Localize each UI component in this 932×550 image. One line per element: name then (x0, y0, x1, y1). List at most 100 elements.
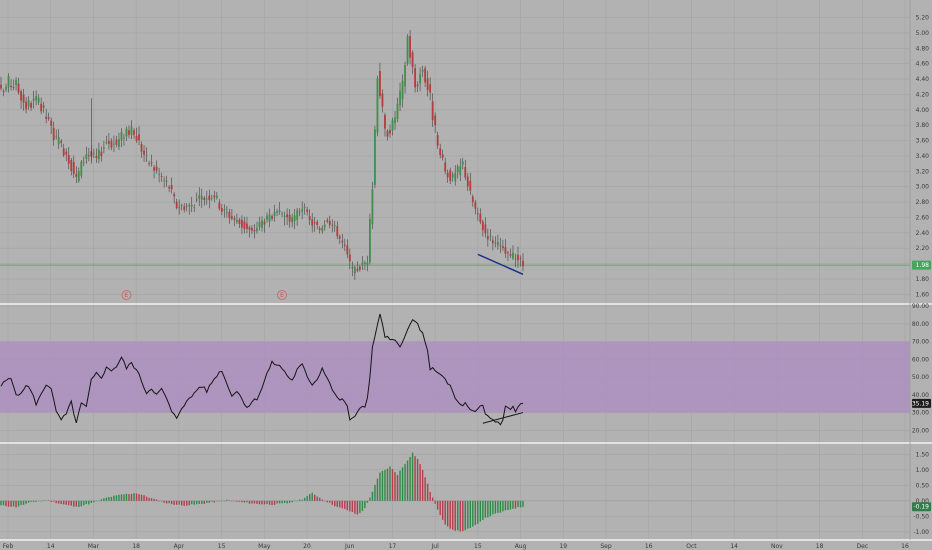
histogram-bar (261, 500, 263, 505)
histogram-bar (128, 494, 130, 501)
candle-body (429, 84, 432, 93)
time-tick-label: 16 (645, 543, 653, 550)
histogram-axis: 1.50 1.00 0.50 0.00 -0.50 -1.00 (913, 451, 929, 536)
candle-body (251, 227, 253, 231)
candle-body (210, 198, 213, 200)
price-tick-label: 2.40 (916, 230, 930, 237)
histogram-bar (218, 500, 221, 502)
candle-body (150, 162, 153, 164)
candle-body (281, 213, 283, 215)
histogram-bar (20, 500, 22, 506)
earnings-marker[interactable] (121, 290, 132, 300)
histogram-bar (15, 500, 17, 508)
histogram-bar (203, 500, 205, 504)
histogram-bar (359, 500, 361, 513)
candle-body (108, 141, 110, 144)
candle-body (125, 128, 128, 137)
time-tick-label: Nov (771, 543, 783, 550)
candle-body (479, 213, 482, 223)
rsi-line (0, 313, 524, 426)
histogram-bar (489, 500, 492, 517)
candle-body (446, 172, 449, 178)
candle-body (145, 154, 148, 156)
candle-body (228, 211, 231, 219)
candle-body (230, 216, 233, 219)
candle-body (346, 245, 349, 255)
histogram-bar (502, 500, 504, 512)
candle-body (336, 226, 339, 237)
rsi-pane[interactable]: 90.00 80.00 70.00 60.00 50.00 40.00 30.00 20.00… (0, 303, 931, 434)
histogram-bar (316, 496, 318, 501)
histogram-bar (93, 500, 95, 503)
candle-body (67, 155, 70, 164)
candle-body (158, 173, 161, 175)
candle-body (110, 140, 113, 148)
candle-body (481, 221, 484, 231)
histogram-bar (10, 500, 12, 507)
candle-body (35, 95, 38, 101)
time-tick-label: 20 (303, 543, 311, 550)
candle-body (173, 193, 176, 197)
histogram-bar (175, 500, 178, 505)
histogram-bar (188, 500, 190, 506)
histogram-bar (110, 496, 113, 501)
histogram-tick-label: 0.00 (916, 498, 930, 505)
candle-body (30, 103, 33, 108)
histogram-bar (25, 500, 27, 504)
candle-body (105, 141, 108, 143)
histogram-tick-label: -0.50 (913, 513, 929, 520)
histogram-bar (306, 495, 308, 501)
rsi-trendline[interactable] (482, 412, 524, 424)
candle-body (276, 211, 278, 213)
candle-body (353, 266, 356, 274)
time-tick-label: 19 (559, 543, 567, 550)
candle-body (40, 103, 43, 112)
histogram-bar (163, 500, 165, 503)
histogram-bar (32, 500, 35, 502)
histogram-bar (113, 495, 115, 501)
candle-body (391, 120, 394, 131)
candle-body (130, 126, 133, 135)
histogram-bar (100, 499, 103, 501)
candle-body (175, 201, 178, 208)
histogram-bar (266, 500, 268, 505)
histogram-bar (140, 494, 143, 501)
candle-body (494, 242, 497, 244)
candle-body (303, 206, 306, 208)
histogram-bar (243, 500, 246, 503)
price-trendline[interactable] (477, 253, 524, 275)
candle-body (328, 220, 331, 225)
candle-body (113, 143, 115, 145)
histogram-bar (108, 496, 110, 501)
candle-body (444, 162, 447, 172)
candle-body (296, 210, 299, 220)
earnings-marker[interactable] (277, 290, 287, 300)
candle-body (313, 222, 316, 224)
price-tick-label: 4.40 (916, 76, 930, 83)
rsi-tick-label: 80.00 (912, 321, 929, 328)
last-price-tag (912, 260, 931, 270)
candle-body (153, 167, 155, 171)
histogram-bar (311, 492, 313, 501)
histogram-pane[interactable]: 1.50 1.00 0.50 0.00 -0.50 -1.00 -0.19 (0, 451, 931, 536)
histogram-bar (469, 500, 471, 528)
price-tick-label: 1.60 (916, 291, 930, 298)
candle-body (203, 197, 206, 200)
histogram-bar (30, 500, 32, 502)
candle-body (306, 209, 309, 213)
histogram-bar (457, 500, 459, 531)
candle-body (471, 196, 474, 203)
time-tick-label: Jul (431, 543, 440, 550)
histogram-bar (399, 470, 401, 501)
candle-body (12, 87, 15, 89)
histogram-bar (105, 497, 108, 501)
candle-body (499, 245, 502, 247)
candle-body (37, 97, 40, 103)
candle-body (55, 136, 58, 138)
histogram-bar (436, 500, 439, 510)
candle-body (65, 151, 68, 155)
candle-body (168, 187, 171, 189)
